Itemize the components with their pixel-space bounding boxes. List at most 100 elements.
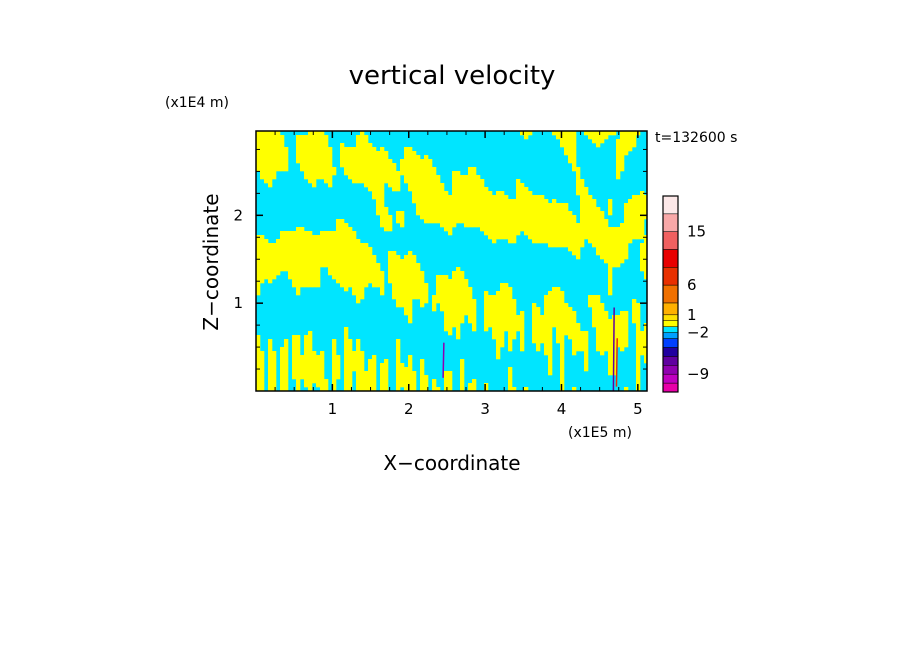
field-cell-positive	[452, 207, 457, 212]
field-cell-positive	[384, 175, 389, 180]
field-cell-positive	[348, 163, 353, 168]
field-cell-positive	[308, 363, 313, 368]
field-cell-positive	[472, 307, 477, 312]
field-cell-positive	[380, 375, 385, 380]
field-cell-positive	[320, 387, 325, 391]
field-cell-positive	[352, 279, 357, 284]
field-cell-positive	[468, 203, 473, 208]
field-cell-positive	[292, 351, 297, 356]
field-cell-positive	[596, 327, 601, 332]
field-cell-positive	[392, 275, 397, 280]
field-cell-positive	[564, 311, 569, 316]
field-cell-positive	[280, 379, 285, 384]
field-cell-positive	[380, 383, 385, 388]
field-cell-positive	[572, 331, 577, 336]
field-cell-positive	[516, 215, 521, 220]
field-cell-positive	[592, 219, 597, 224]
field-cell-positive	[572, 215, 577, 220]
field-cell-positive	[472, 323, 477, 328]
field-cell-positive	[356, 287, 361, 292]
field-cell-positive	[640, 215, 645, 220]
field-cell-positive	[380, 219, 385, 224]
field-cell-positive	[532, 303, 537, 308]
field-cell-positive	[384, 363, 389, 368]
field-cell-positive	[336, 243, 341, 248]
field-cell-positive	[532, 223, 537, 228]
colorbar-band	[662, 284, 679, 304]
field-cell-positive	[324, 143, 329, 148]
field-cell-positive	[456, 303, 461, 308]
field-cell-positive	[636, 207, 641, 212]
field-cell-positive	[312, 155, 317, 160]
field-cell-positive	[508, 235, 513, 240]
field-cell-positive	[344, 363, 349, 368]
field-cell-positive	[308, 331, 313, 336]
field-cell-positive	[440, 191, 445, 196]
field-cell-positive	[352, 243, 357, 248]
field-cell-positive	[604, 227, 609, 232]
field-cell-positive	[276, 255, 281, 260]
field-cell-positive	[540, 207, 545, 212]
field-cell-positive	[344, 279, 349, 284]
field-cell-positive	[304, 347, 309, 352]
field-cell-positive	[580, 215, 585, 220]
field-cell-positive	[512, 207, 517, 212]
field-cell-positive	[308, 267, 313, 272]
field-cell-positive	[552, 207, 557, 212]
field-cell-positive	[396, 355, 401, 360]
field-cell-positive	[504, 311, 509, 316]
field-cell-positive	[484, 291, 489, 296]
field-cell-positive	[316, 271, 321, 276]
field-cell-positive	[328, 183, 333, 188]
field-cell-positive	[304, 151, 309, 156]
field-cell-positive	[488, 219, 493, 224]
field-cell-positive	[380, 195, 385, 200]
field-cell-positive	[516, 327, 521, 332]
field-cell-positive	[592, 131, 597, 136]
field-cell-positive	[324, 135, 329, 140]
field-cell-positive	[308, 371, 313, 376]
field-cell-positive	[640, 227, 645, 232]
field-cell-positive	[600, 223, 605, 228]
field-cell-positive	[468, 219, 473, 224]
field-cell-positive	[328, 235, 333, 240]
field-cell-positive	[348, 275, 353, 280]
field-cell-positive	[256, 271, 261, 276]
field-cell-positive	[468, 207, 473, 212]
field-cell-positive	[412, 279, 417, 284]
field-cell-positive	[308, 135, 313, 140]
field-cell-positive	[348, 375, 353, 380]
field-cell-positive	[624, 139, 629, 144]
field-cell-positive	[544, 335, 549, 340]
field-cell-positive	[408, 279, 413, 284]
field-cell-positive	[376, 283, 381, 288]
field-cell-positive	[600, 139, 605, 144]
field-cell-positive	[332, 339, 337, 344]
field-cell-positive	[616, 319, 621, 324]
field-cell-positive	[636, 315, 641, 320]
field-cell-positive	[428, 219, 433, 224]
field-cell-positive	[592, 215, 597, 220]
field-cell-positive	[320, 235, 325, 240]
field-cell-positive	[256, 343, 261, 348]
field-cell-positive	[256, 387, 261, 391]
field-cell-positive	[608, 239, 613, 244]
field-cell-positive	[384, 211, 389, 216]
field-cell-positive	[424, 295, 429, 300]
field-cell-positive	[320, 167, 325, 172]
field-cell-positive	[496, 327, 501, 332]
field-cell-positive	[416, 279, 421, 284]
field-cell-positive	[504, 227, 509, 232]
field-cell-positive	[404, 275, 409, 280]
field-cell-positive	[404, 163, 409, 168]
field-cell-positive	[472, 223, 477, 228]
field-cell-positive	[412, 151, 417, 156]
field-cell-positive	[440, 283, 445, 288]
field-cell-positive	[372, 363, 377, 368]
field-cell-positive	[368, 363, 373, 368]
field-cell-positive	[332, 171, 337, 176]
field-cell-positive	[320, 239, 325, 244]
field-cell-positive	[352, 351, 357, 356]
field-cell-positive	[396, 295, 401, 300]
field-cell-positive	[380, 363, 385, 368]
